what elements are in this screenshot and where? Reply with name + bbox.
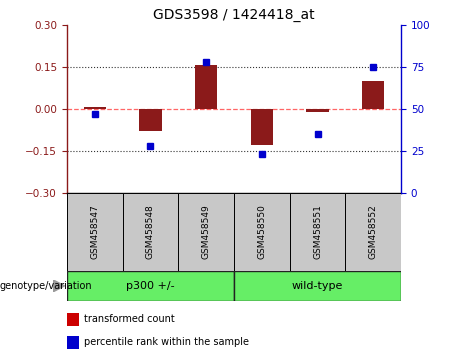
Bar bbox=[345, 193, 401, 271]
Bar bbox=[67, 271, 234, 301]
Bar bbox=[195, 65, 217, 109]
Text: wild-type: wild-type bbox=[292, 281, 343, 291]
Bar bbox=[234, 193, 290, 271]
Text: p300 +/-: p300 +/- bbox=[126, 281, 175, 291]
Text: GSM458550: GSM458550 bbox=[257, 204, 266, 259]
Bar bbox=[67, 193, 123, 271]
Bar bbox=[67, 336, 78, 349]
Bar bbox=[178, 193, 234, 271]
Bar bbox=[307, 109, 329, 112]
Polygon shape bbox=[53, 280, 65, 292]
Title: GDS3598 / 1424418_at: GDS3598 / 1424418_at bbox=[153, 8, 315, 22]
Text: GSM458551: GSM458551 bbox=[313, 204, 322, 259]
Bar bbox=[362, 81, 384, 109]
Bar bbox=[67, 313, 78, 326]
Text: transformed count: transformed count bbox=[83, 314, 174, 325]
Bar bbox=[234, 271, 401, 301]
Text: GSM458549: GSM458549 bbox=[201, 205, 211, 259]
Bar bbox=[123, 193, 178, 271]
Text: genotype/variation: genotype/variation bbox=[0, 281, 93, 291]
Bar bbox=[83, 108, 106, 109]
Text: GSM458547: GSM458547 bbox=[90, 205, 99, 259]
Text: GSM458548: GSM458548 bbox=[146, 205, 155, 259]
Text: GSM458552: GSM458552 bbox=[369, 205, 378, 259]
Bar bbox=[139, 109, 161, 131]
Text: percentile rank within the sample: percentile rank within the sample bbox=[83, 337, 248, 348]
Bar bbox=[290, 193, 345, 271]
Bar bbox=[251, 109, 273, 145]
